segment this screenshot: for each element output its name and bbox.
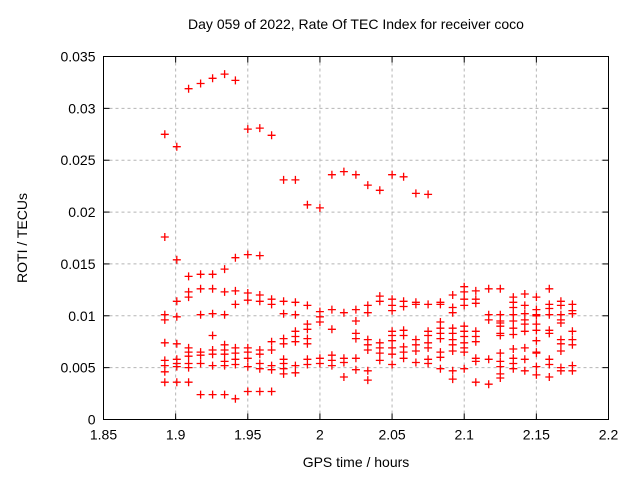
x-tick-label: 2.15 [523,427,550,443]
x-tick-label: 1.95 [234,427,261,443]
x-tick-label: 2.2 [599,427,619,443]
points-layer [160,70,577,403]
y-tick-label: 0.02 [68,204,95,220]
tick-labels-layer: 1.85 1.9 1.95 2 2.05 2.1 2.15 2.2 0 0.005 0.01 0.01… [60,49,618,443]
grid-layer [103,56,609,420]
chart-title: Day 059 of 2022, Rate Of TEC Index for r… [188,16,524,32]
x-axis-label: GPS time / hours [303,454,410,470]
data-points [160,70,577,403]
x-tick-label: 2.05 [378,427,405,443]
x-tick-label: 1.85 [90,427,117,443]
y-axis-label: ROTI / TECUs [14,193,30,283]
ticks-layer [103,56,609,420]
x-tick-label: 1.9 [166,427,186,443]
y-tick-label: 0.01 [68,308,95,324]
y-tick-label: 0.03 [68,100,95,116]
y-tick-label: 0.005 [60,360,95,376]
frame-layer [103,56,609,420]
y-tick-label: 0 [88,412,96,428]
y-tick-label: 0.015 [60,256,95,272]
plot-frame [103,56,609,420]
y-tick-label: 0.035 [60,49,95,65]
x-tick-label: 2 [316,427,324,443]
x-tick-label: 2.1 [454,427,474,443]
y-tick-label: 0.025 [60,152,95,168]
